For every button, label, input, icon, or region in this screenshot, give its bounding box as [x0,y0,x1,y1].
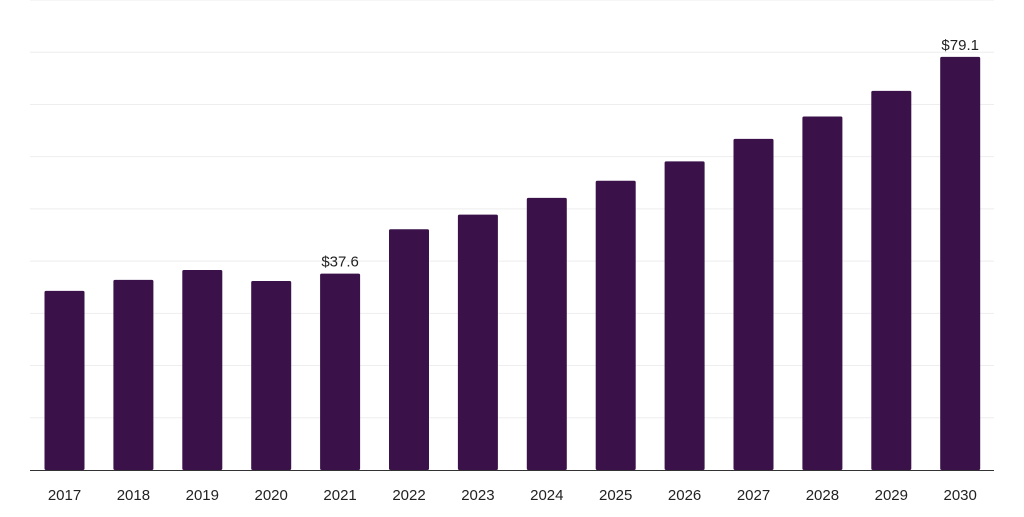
x-axis-tick-labels: 2017 2018 2019 2020 2021 2022 2023 2024 2025 2026… [48,487,977,504]
x-tick-label-2024: 2024 [530,487,563,504]
data-labels: $37.6 $79.1 [321,37,979,271]
bar-2018 [113,279,154,470]
bar-2023 [457,214,498,470]
x-tick-label-2021: 2021 [323,487,356,504]
grid-lines [30,0,994,419]
x-tick-label-2029: 2029 [875,487,908,504]
x-tick-label-2030: 2030 [944,487,977,504]
x-tick-label-2020: 2020 [255,487,288,504]
bar-2025 [595,180,636,470]
data-label-2021: $37.6 [321,254,359,271]
x-tick-label-2018: 2018 [117,487,150,504]
x-tick-label-2025: 2025 [599,487,632,504]
bar-2029 [871,90,912,470]
bar-2026 [664,161,705,470]
bars [44,56,981,471]
data-label-2030: $79.1 [941,37,979,54]
x-tick-label-2023: 2023 [461,487,494,504]
x-tick-label-2022: 2022 [392,487,425,504]
bar-2020 [251,280,292,470]
bar-2030 [940,56,981,471]
bar-2028 [802,116,843,470]
bar-2017 [44,290,85,470]
x-tick-label-2026: 2026 [668,487,701,504]
bar-2022 [389,229,429,470]
x-tick-label-2017: 2017 [48,487,81,504]
bar-2027 [733,138,774,470]
x-tick-label-2027: 2027 [737,487,770,504]
bar-2019 [182,269,223,470]
x-tick-label-2028: 2028 [806,487,839,504]
bar-2021 [320,273,361,470]
bar-2024 [526,197,567,470]
x-tick-label-2019: 2019 [186,487,219,504]
